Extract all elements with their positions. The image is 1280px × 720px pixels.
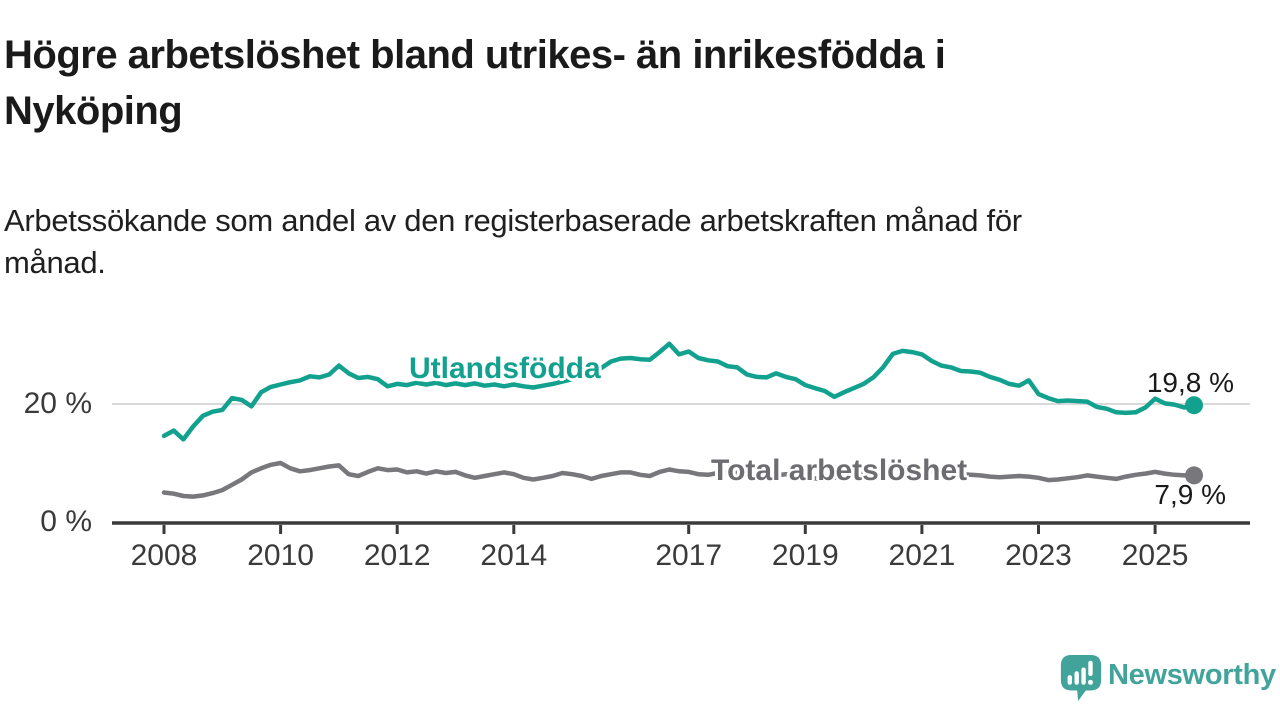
y-axis-tick-label-20: 20 %	[23, 387, 92, 420]
x-axis-tick-label-2012: 2012	[363, 539, 431, 572]
end-value-label-utlandsfodda: 19,8 %	[1146, 367, 1234, 398]
end-value-label-total-arbetsloshet: 7,9 %	[1154, 479, 1226, 510]
title-line-2: Nyköping	[4, 89, 183, 133]
subtitle-line-2: månad.	[4, 245, 106, 280]
series-line-total-arbetsloshet	[161, 460, 1197, 499]
series-end-dot-total-arbetsloshet	[1185, 466, 1203, 485]
x-axis-tick-label-2017: 2017	[655, 539, 723, 572]
series-label-utlandsfodda: Utlandsfödda	[409, 352, 601, 385]
x-axis-tick-label-2008: 2008	[130, 539, 198, 572]
subtitle-line-1: Arbetssökande som andel av den registerb…	[4, 203, 1022, 238]
x-axis-tick-label-2019: 2019	[771, 539, 839, 572]
x-axis-tick-label-2021: 2021	[888, 539, 956, 572]
y-axis-tick-label-0: 0 %	[40, 505, 92, 538]
x-axis-tick-label-2010: 2010	[247, 539, 314, 572]
x-axis-tick-label-2023: 2023	[1005, 539, 1072, 572]
series-label-total-arbetsloshet: Total arbetslöshet	[711, 454, 968, 487]
chart-subtitle: Arbetssökande som andel av den registerb…	[4, 200, 1022, 284]
series-end-dot-utlandsfodda	[1185, 396, 1203, 415]
series-line-utlandsfodda	[161, 341, 1197, 442]
newsworthy-logo-text: Newsworthy	[1108, 659, 1276, 691]
title-line-1: Högre arbetslöshet bland utrikes- än inr…	[4, 33, 946, 77]
x-axis-tick-label-2014: 2014	[480, 539, 548, 572]
x-axis-tick-label-2025: 2025	[1121, 539, 1189, 572]
newsworthy-speech-bubble-icon	[1060, 655, 1102, 701]
newsworthy-logo: Newsworthy	[1058, 652, 1280, 704]
page-title: Högre arbetslöshet bland utrikes- än inr…	[4, 27, 946, 139]
